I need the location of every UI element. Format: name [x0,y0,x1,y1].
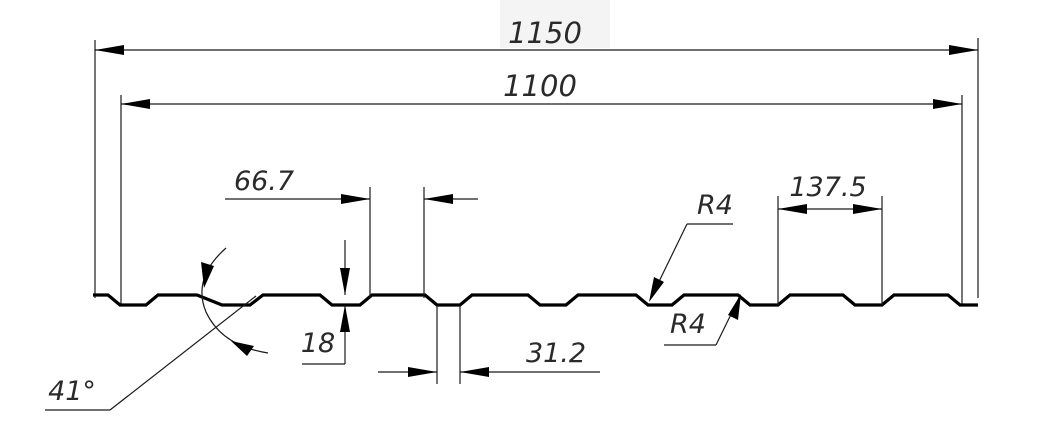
arrowhead [121,99,150,109]
arrowhead [933,99,962,109]
label-rib-width: 66.7 [234,166,294,197]
label-groove-width: 31.2 [526,338,586,369]
dimension-profile-height: 18 [301,240,350,365]
arrowhead [728,294,741,320]
arrowhead [460,367,489,377]
dimension-useful-width: 1100 [120,69,963,304]
label-side-angle: 41° [48,376,96,407]
dimension-rib-width: 66.7 [225,166,478,298]
label-profile-height: 18 [301,328,335,359]
label-background [500,0,610,48]
arrowhead [95,45,124,55]
arrowhead [853,204,882,214]
arrowhead [231,341,254,356]
label-valley-width: 137.5 [789,172,866,203]
dimension-groove-width: 31.2 [378,305,600,384]
callout-radius-bottom: R4 [664,294,741,346]
arrowhead [340,305,350,332]
callout-radius-top: R4 [649,190,733,302]
label-radius-bottom: R4 [670,309,706,340]
arrowhead [340,268,350,295]
arrowhead [778,204,807,214]
dimension-overall-width: 1150 [94,16,979,298]
dimension-side-angle: 41° [45,247,269,411]
sheet-profile [93,293,978,307]
arrowhead [201,262,214,288]
arrowhead [341,194,370,204]
arrowhead [408,367,437,377]
label-radius-top: R4 [697,190,733,221]
leader-line [109,295,257,411]
arrowhead [649,277,664,302]
label-useful-width: 1100 [503,69,577,103]
dimension-valley-width: 137.5 [777,172,883,305]
arrowhead [424,194,453,204]
arrowhead [949,45,978,55]
label-overall-width: 1150 [508,16,582,50]
